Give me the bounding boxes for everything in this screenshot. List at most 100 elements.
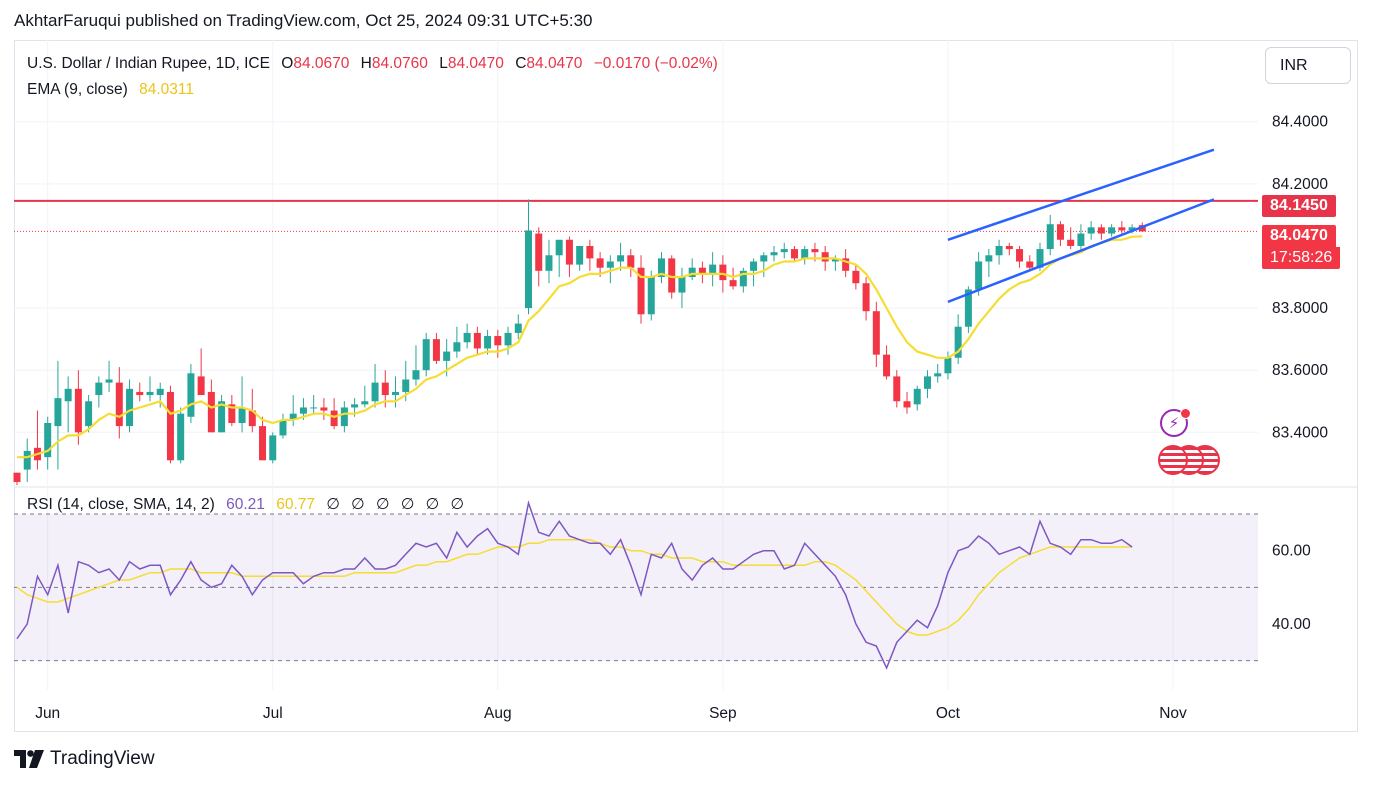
candle-body xyxy=(351,404,359,408)
publisher-line: AkhtarFaruqui published on TradingView.c… xyxy=(14,11,593,30)
rsi-value: 60.21 xyxy=(226,496,265,513)
time-tick-label: Jul xyxy=(263,705,283,722)
candle-body xyxy=(95,382,103,396)
ema-value: 84.0311 xyxy=(139,81,194,98)
candle-body xyxy=(340,407,348,427)
rsi-extra-3: ∅ xyxy=(400,496,415,513)
candle-body xyxy=(187,373,195,417)
candle-body xyxy=(453,342,461,352)
legend-close: C84.0470 xyxy=(515,55,583,72)
rsi-line xyxy=(16,500,1133,670)
ema-label: EMA (9, close) xyxy=(27,81,128,98)
price-tick-label: 83.4000 xyxy=(1272,424,1328,441)
price-tick-label: 84.4000 xyxy=(1272,114,1328,131)
candle-body xyxy=(862,283,870,312)
chart-frame xyxy=(14,40,1358,732)
candle-body xyxy=(801,249,809,259)
candle-body xyxy=(115,382,123,427)
candle-body xyxy=(565,239,573,265)
legend-symbol: U.S. Dollar / Indian Rupee, 1D, ICE xyxy=(27,55,270,72)
tradingview-logo[interactable]: TradingView xyxy=(14,748,155,770)
candle-body xyxy=(177,413,185,461)
price-tick-label: 83.8000 xyxy=(1272,300,1328,317)
candle-body xyxy=(1128,227,1136,231)
rsi-extra-0: ∅ xyxy=(326,496,340,513)
candle-body xyxy=(647,277,655,315)
candle-body xyxy=(74,388,82,433)
time-tick-label: Oct xyxy=(936,705,961,722)
candle-body xyxy=(617,255,625,262)
candle-body xyxy=(1046,224,1054,250)
candle-body xyxy=(473,332,481,349)
candle-body xyxy=(872,311,880,355)
candle-body xyxy=(1108,227,1116,234)
candle-body xyxy=(586,245,594,259)
us-flag-icon[interactable] xyxy=(1158,445,1188,475)
candle-body xyxy=(320,407,328,411)
candle-body xyxy=(637,267,645,315)
candle-body xyxy=(821,252,829,262)
rsi-extra-1: ∅ xyxy=(351,496,365,513)
candle-body xyxy=(831,258,839,262)
legend-high: H84.0760 xyxy=(360,55,428,72)
rsi-tick-label: 40.00 xyxy=(1272,616,1311,633)
candle-body xyxy=(903,401,911,408)
candle-body xyxy=(913,388,921,405)
candle-body xyxy=(269,435,277,461)
price-tick-label: 84.2000 xyxy=(1272,176,1328,193)
ema-line xyxy=(17,235,1143,459)
candle-body xyxy=(709,264,717,274)
candle-body xyxy=(944,357,952,374)
candle-body xyxy=(1067,239,1075,246)
tradingview-logo-icon xyxy=(14,750,44,768)
candle-body xyxy=(1097,227,1105,234)
candle-body xyxy=(371,382,379,402)
rsi-label: RSI (14, close, SMA, 14, 2) xyxy=(27,496,215,513)
candle-body xyxy=(985,255,993,262)
currency-button[interactable]: INR xyxy=(1265,47,1351,84)
candle-body xyxy=(412,370,420,380)
candle-body xyxy=(975,261,983,290)
time-tick-label: Aug xyxy=(484,705,512,722)
candle-body xyxy=(361,401,369,405)
rsi-extra-2: ∅ xyxy=(375,496,390,513)
candle-body xyxy=(259,426,267,461)
candle-body xyxy=(750,261,758,271)
rsi-band-background xyxy=(14,514,1258,661)
legend-rsi: RSI (14, close, SMA, 14, 2) 60.21 60.77 … xyxy=(27,495,471,514)
rsi-extra-4: ∅ xyxy=(425,496,440,513)
candle-body xyxy=(330,410,338,427)
time-tick-label: Sep xyxy=(709,705,737,722)
resistance-price-tag: 84.1450 xyxy=(1262,195,1336,217)
candle-body xyxy=(136,391,144,396)
candle-body xyxy=(228,404,236,423)
candle-body xyxy=(1036,249,1044,268)
candle-body xyxy=(596,258,604,268)
candle-body xyxy=(525,230,532,309)
candle-body xyxy=(1118,227,1126,231)
candle-body xyxy=(310,407,318,409)
candle-body xyxy=(852,270,860,284)
candle-body xyxy=(995,245,1003,256)
last-price-tag: 84.0470 xyxy=(1262,225,1336,247)
price-tick-label: 83.6000 xyxy=(1272,362,1328,379)
candle-body xyxy=(54,398,62,427)
candle-body xyxy=(1077,233,1085,246)
candle-body xyxy=(954,326,962,358)
candle-body xyxy=(688,267,696,278)
candle-body xyxy=(146,391,154,396)
candle-body xyxy=(668,258,676,293)
candle-body xyxy=(606,261,614,268)
candle-body xyxy=(44,422,52,458)
candle-body xyxy=(463,332,471,343)
candle-body xyxy=(238,407,246,423)
candle-body xyxy=(739,270,747,287)
candle-body xyxy=(770,252,778,256)
candle-body xyxy=(156,388,164,396)
candle-body xyxy=(126,388,134,427)
candle-body xyxy=(678,277,686,293)
candle-body xyxy=(23,450,31,470)
candle-body xyxy=(934,373,942,377)
candle-body xyxy=(1087,227,1095,234)
